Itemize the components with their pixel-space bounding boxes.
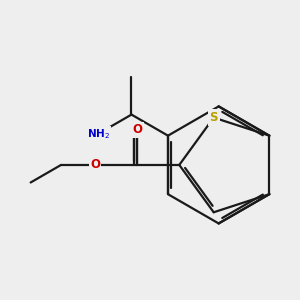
Text: O: O	[132, 123, 142, 136]
Text: O: O	[90, 158, 100, 171]
Text: S: S	[209, 111, 218, 124]
Text: NH$_2$: NH$_2$	[87, 127, 110, 140]
